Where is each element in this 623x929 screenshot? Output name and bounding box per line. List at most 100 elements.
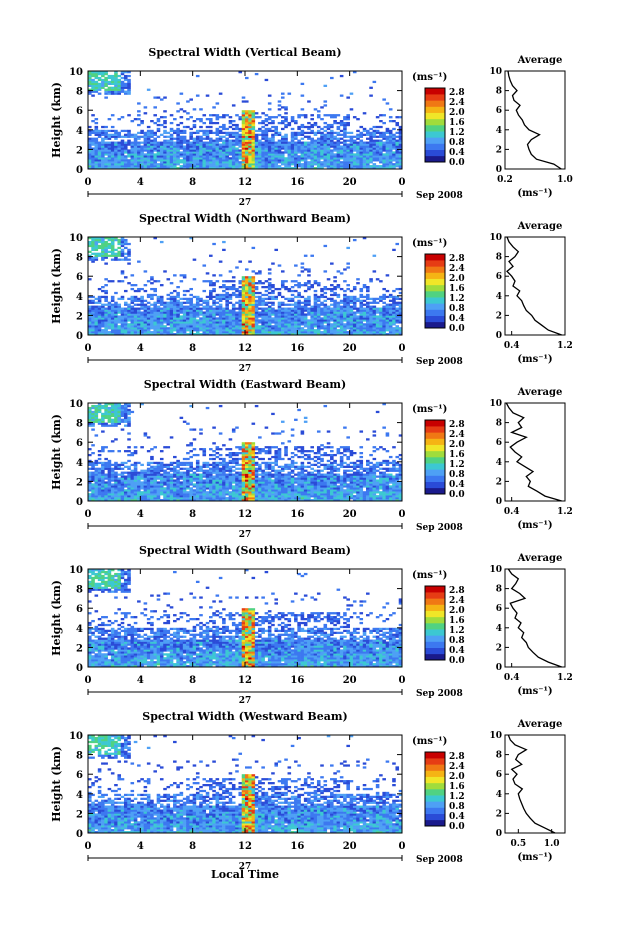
heatmap-cell (267, 129, 272, 133)
heatmap-cell (104, 424, 108, 427)
heatmap-cell (245, 327, 249, 330)
heatmap-cell (186, 309, 190, 312)
heatmap-cell (280, 321, 285, 324)
heatmap-cell (209, 163, 213, 166)
heatmap-cell (277, 293, 282, 297)
heatmap-cell (238, 333, 243, 336)
heatmap-cell (166, 317, 171, 320)
heatmap-cell (110, 129, 115, 133)
heatmap-cell (349, 167, 354, 170)
heatmap-cell (88, 74, 92, 78)
heatmap-cell (245, 333, 249, 336)
heatmap-cell (114, 303, 118, 306)
heatmap-cell (222, 161, 226, 164)
heatmap-cell (359, 135, 364, 138)
heatmap-cell (251, 165, 256, 168)
heatmap-cell (189, 147, 193, 150)
heatmap-cell (290, 143, 295, 146)
heatmap-cell (385, 161, 390, 164)
heatmap-cell (339, 149, 344, 152)
heatmap-cell (104, 141, 108, 144)
heatmap-cell (101, 467, 105, 470)
heatmap-cell (212, 323, 216, 326)
heatmap-cell (140, 487, 144, 490)
heatmap-cell (316, 163, 321, 166)
heatmap-cell (94, 258, 99, 261)
heatmap-cell (382, 147, 386, 150)
heatmap-cell (274, 143, 279, 146)
x-tick-label: 4 (137, 343, 144, 354)
heatmap-cell (107, 246, 112, 250)
heatmap-cell (91, 256, 95, 259)
heatmap-cell (114, 481, 118, 484)
heatmap-cell (297, 125, 301, 129)
heatmap-cell (179, 165, 184, 168)
heatmap-cell (267, 309, 272, 312)
heatmap-cell (346, 321, 350, 324)
heatmap-cell (385, 305, 390, 308)
heatmap-cell (182, 147, 187, 150)
heatmap-cell (127, 307, 131, 310)
heatmap-cell (388, 327, 393, 330)
heatmap-cell (280, 143, 285, 146)
heatmap-cell (166, 311, 171, 314)
x-tick-label: 12 (238, 177, 252, 188)
heatmap-cell (101, 489, 105, 492)
heatmap-cell (235, 165, 239, 168)
heatmap-cell (316, 129, 321, 133)
heatmap-cell (359, 325, 364, 328)
heatmap-cell (110, 487, 115, 490)
heatmap-cell (258, 155, 262, 158)
heatmap-cell (398, 317, 403, 320)
heatmap-cell (297, 317, 301, 320)
avg-y-tick-label: 10 (489, 67, 502, 77)
heatmap-cell (356, 297, 360, 301)
heatmap-cell (372, 157, 377, 160)
heatmap-cell (320, 331, 324, 334)
heatmap-cell (202, 167, 207, 170)
heatmap-cell (209, 315, 213, 318)
heatmap-cell (398, 297, 403, 301)
heatmap-cell (110, 149, 115, 152)
heatmap-cell (159, 143, 164, 146)
heatmap-cell (379, 125, 383, 129)
heatmap-cell (392, 137, 396, 140)
heatmap-cell (248, 165, 252, 168)
heatmap-cell (114, 311, 118, 314)
heatmap-cell (248, 331, 252, 334)
heatmap-cell (117, 410, 122, 414)
heatmap-cell (179, 325, 184, 328)
heatmap-cell (127, 333, 131, 336)
heatmap-cell (120, 280, 125, 283)
heatmap-cell (395, 163, 400, 166)
heatmap-cell (127, 258, 131, 261)
heatmap-cell (104, 446, 108, 449)
heatmap-cell (215, 293, 220, 297)
heatmap-cell (133, 137, 138, 140)
heatmap-cell (189, 313, 193, 316)
heatmap-cell (97, 129, 102, 133)
heatmap-cell (241, 331, 246, 334)
heatmap-cell (330, 167, 334, 170)
heatmap-cell (199, 141, 203, 144)
heatmap-cell (91, 321, 95, 324)
heatmap-cell (316, 329, 321, 332)
heatmap-cell (297, 165, 301, 168)
heatmap-cell (173, 325, 177, 328)
heatmap-cell (316, 165, 321, 168)
heatmap-cell (199, 151, 203, 154)
heatmap-cell (241, 289, 246, 293)
heatmap-cell (297, 145, 301, 148)
heatmap-cell (280, 137, 285, 140)
heatmap-cell (91, 311, 95, 314)
heatmap-cell (277, 104, 282, 107)
heatmap-cell (146, 163, 151, 166)
heatmap-cell (150, 469, 154, 472)
heatmap-cell (251, 307, 256, 310)
heatmap-cell (120, 485, 125, 488)
heatmap-cell (251, 333, 256, 336)
heatmap-cell (248, 149, 252, 152)
heatmap-cell (379, 114, 383, 117)
heatmap-cell (385, 323, 390, 326)
heatmap-cell (231, 159, 236, 162)
